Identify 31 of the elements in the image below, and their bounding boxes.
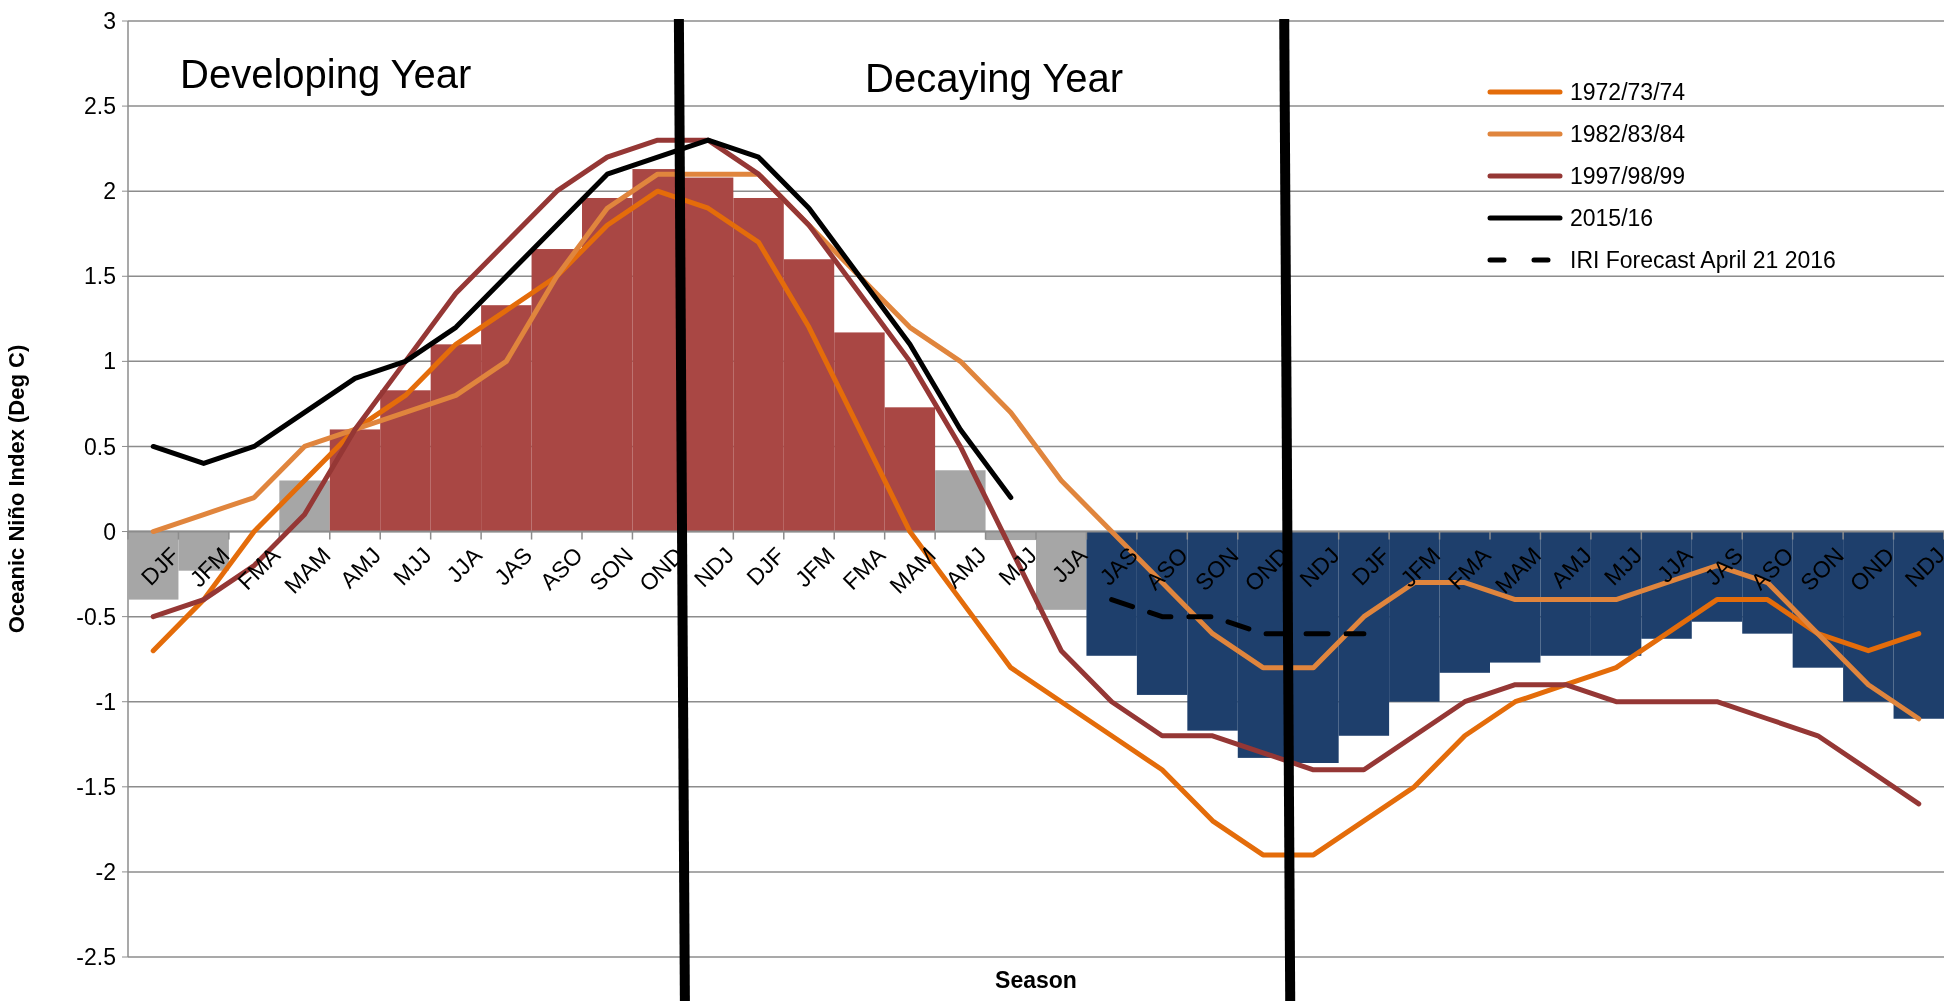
x-tick-label: JJA <box>441 541 488 588</box>
x-axis-title: Season <box>995 967 1077 993</box>
bar <box>935 470 986 532</box>
y-tick-label: 1 <box>103 348 116 375</box>
y-tick-label: 2.5 <box>84 93 116 120</box>
y-tick-label: -1 <box>95 688 116 715</box>
x-tick-label: MJJ <box>993 542 1042 591</box>
x-tick-label: MJJ <box>1598 542 1648 591</box>
y-tick-label: 2 <box>103 178 116 205</box>
legend-label: 1997/98/99 <box>1570 163 1686 190</box>
legend-label: 1972/73/74 <box>1570 79 1686 106</box>
y-axis-title: Oceanic Niño Index (Deg C) <box>4 344 29 634</box>
y-tick-label: 0 <box>103 518 116 545</box>
legend-label: 2015/16 <box>1570 205 1654 232</box>
y-tick-label: -1.5 <box>76 773 116 800</box>
y-tick-label: 1.5 <box>84 263 116 290</box>
annotation: Decaying Year <box>865 56 1123 100</box>
x-tick-label: JJA <box>1046 541 1093 588</box>
legend-label: 1982/83/84 <box>1570 121 1686 148</box>
annotation: Developing Year <box>180 52 472 96</box>
y-tick-label: -2.5 <box>76 944 116 971</box>
x-tick-label: JJA <box>1651 541 1698 588</box>
y-tick-label: 0.5 <box>84 433 116 460</box>
y-tick-label: -0.5 <box>76 603 116 630</box>
x-tick-label: JAS <box>489 542 538 591</box>
x-tick-label: MJJ <box>388 542 437 591</box>
x-tick-label: JAS <box>1699 542 1748 591</box>
y-tick-label: 3 <box>103 8 116 35</box>
x-tick-label: JAS <box>1094 542 1143 591</box>
y-tick-label: -2 <box>95 858 116 885</box>
legend-label: IRI Forecast April 21 2016 <box>1570 247 1836 274</box>
